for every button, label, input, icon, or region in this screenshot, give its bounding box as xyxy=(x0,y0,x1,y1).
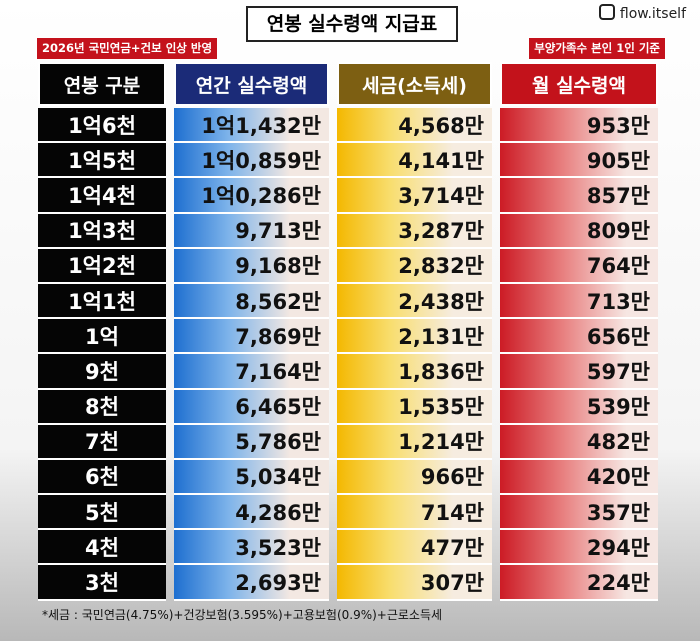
table-cell: 713만 xyxy=(500,283,658,320)
table-cell: 1,836만 xyxy=(337,354,492,390)
table-cell: 8,562만 xyxy=(174,283,329,320)
table-cell: 1억5천 xyxy=(38,143,166,179)
table-cell: 1억6천 xyxy=(38,108,166,144)
table-cell: 4,286만 xyxy=(174,495,329,531)
table-cell: 4,141만 xyxy=(337,143,492,179)
table-row: 1억3천 9,713만 3,287만 809만 xyxy=(38,213,668,249)
table-cell: 656만 xyxy=(500,319,658,355)
table-cell: 597만 xyxy=(500,354,658,390)
table-cell: 420만 xyxy=(500,459,658,496)
header-cell: 세금(소득세) xyxy=(337,62,492,106)
table-cell: 1억1천 xyxy=(38,283,166,320)
table-cell: 2,438만 xyxy=(337,283,492,320)
table-cell: 3천 xyxy=(38,565,166,601)
table-cell: 7,164만 xyxy=(174,354,329,390)
table-cell: 1억0,859만 xyxy=(174,143,329,179)
table-cell: 224만 xyxy=(500,565,658,601)
table-row: 6천 5,034만 966만 420만 xyxy=(38,459,668,496)
table-cell: 905만 xyxy=(500,143,658,179)
table-cell: 3,287만 xyxy=(337,213,492,249)
table-cell: 8천 xyxy=(38,389,166,425)
table-cell: 966만 xyxy=(337,459,492,496)
table-row: 1억6천 1억1,432만 4,568만 953만 xyxy=(38,108,668,144)
table-cell: 357만 xyxy=(500,495,658,531)
table-cell: 953만 xyxy=(500,108,658,144)
table-cell: 9,713만 xyxy=(174,213,329,249)
header-cell: 연봉 구분 xyxy=(38,62,166,106)
table-cell: 1억3천 xyxy=(38,213,166,249)
table-cell: 2,131만 xyxy=(337,319,492,355)
table-cell: 3,523만 xyxy=(174,530,329,566)
table-cell: 6천 xyxy=(38,459,166,496)
table-cell: 7,869만 xyxy=(174,319,329,355)
table-cell: 7천 xyxy=(38,424,166,460)
header-row: 연봉 구분 연간 실수령액 세금(소득세) 월 실수령액 xyxy=(38,62,668,106)
table-cell: 482만 xyxy=(500,424,658,460)
table: 연봉 구분 연간 실수령액 세금(소득세) 월 실수령액 1억6천 1억1,432만 4,5… xyxy=(38,62,668,601)
table-row: 8천 6,465만 1,535만 539만 xyxy=(38,389,668,425)
right-tag: 부양가족수 본인 1인 기준 xyxy=(528,37,666,60)
table-row: 3천 2,693만 307만 224만 xyxy=(38,565,668,601)
header-cell: 월 실수령액 xyxy=(500,62,658,106)
table-row: 7천 5,786만 1,214만 482만 xyxy=(38,424,668,460)
table-cell: 1억2천 xyxy=(38,248,166,284)
table-cell: 5천 xyxy=(38,495,166,531)
table-cell: 1억0,286만 xyxy=(174,178,329,214)
table-cell: 5,034만 xyxy=(174,459,329,496)
table-cell: 9천 xyxy=(38,354,166,390)
table-cell: 4천 xyxy=(38,530,166,566)
table-cell: 294만 xyxy=(500,530,658,566)
table-cell: 714만 xyxy=(337,495,492,531)
table-cell: 4,568만 xyxy=(337,108,492,144)
table-cell: 2,693만 xyxy=(174,565,329,601)
left-tag: 2026년 국민연금+건보 인상 반영 xyxy=(36,37,219,60)
table-cell: 1,535만 xyxy=(337,389,492,425)
table-row: 9천 7,164만 1,836만 597만 xyxy=(38,354,668,390)
table-cell: 9,168만 xyxy=(174,248,329,284)
table-cell: 857만 xyxy=(500,178,658,214)
table-cell: 2,832만 xyxy=(337,248,492,284)
table-row: 1억 7,869만 2,131만 656만 xyxy=(38,319,668,355)
header-cell: 연간 실수령액 xyxy=(174,62,329,106)
table-cell: 477만 xyxy=(337,530,492,566)
table-cell: 1,214만 xyxy=(337,424,492,460)
table-row: 1억2천 9,168만 2,832만 764만 xyxy=(38,248,668,284)
table-row: 1억4천 1억0,286만 3,714만 857만 xyxy=(38,178,668,214)
watermark: flow.itself xyxy=(599,4,686,22)
footnote: *세금 : 국민연금(4.75%)+건강보험(3.595%)+고용보험(0.9%… xyxy=(42,608,443,622)
table-cell: 307만 xyxy=(337,565,492,601)
table-row: 4천 3,523만 477만 294만 xyxy=(38,530,668,566)
table-row: 5천 4,286만 714만 357만 xyxy=(38,495,668,531)
table-cell: 1억 xyxy=(38,319,166,355)
table-row: 1억5천 1억0,859만 4,141만 905만 xyxy=(38,143,668,179)
table-cell: 6,465만 xyxy=(174,389,329,425)
table-cell: 3,714만 xyxy=(337,178,492,214)
table-cell: 809만 xyxy=(500,213,658,249)
title: 연봉 실수령액 지급표 xyxy=(246,6,458,42)
table-cell: 1억1,432만 xyxy=(174,108,329,144)
table-cell: 1억4천 xyxy=(38,178,166,214)
table-cell: 764만 xyxy=(500,248,658,284)
table-cell: 539만 xyxy=(500,389,658,425)
table-row: 1억1천 8,562만 2,438만 713만 xyxy=(38,283,668,320)
table-cell: 5,786만 xyxy=(174,424,329,460)
